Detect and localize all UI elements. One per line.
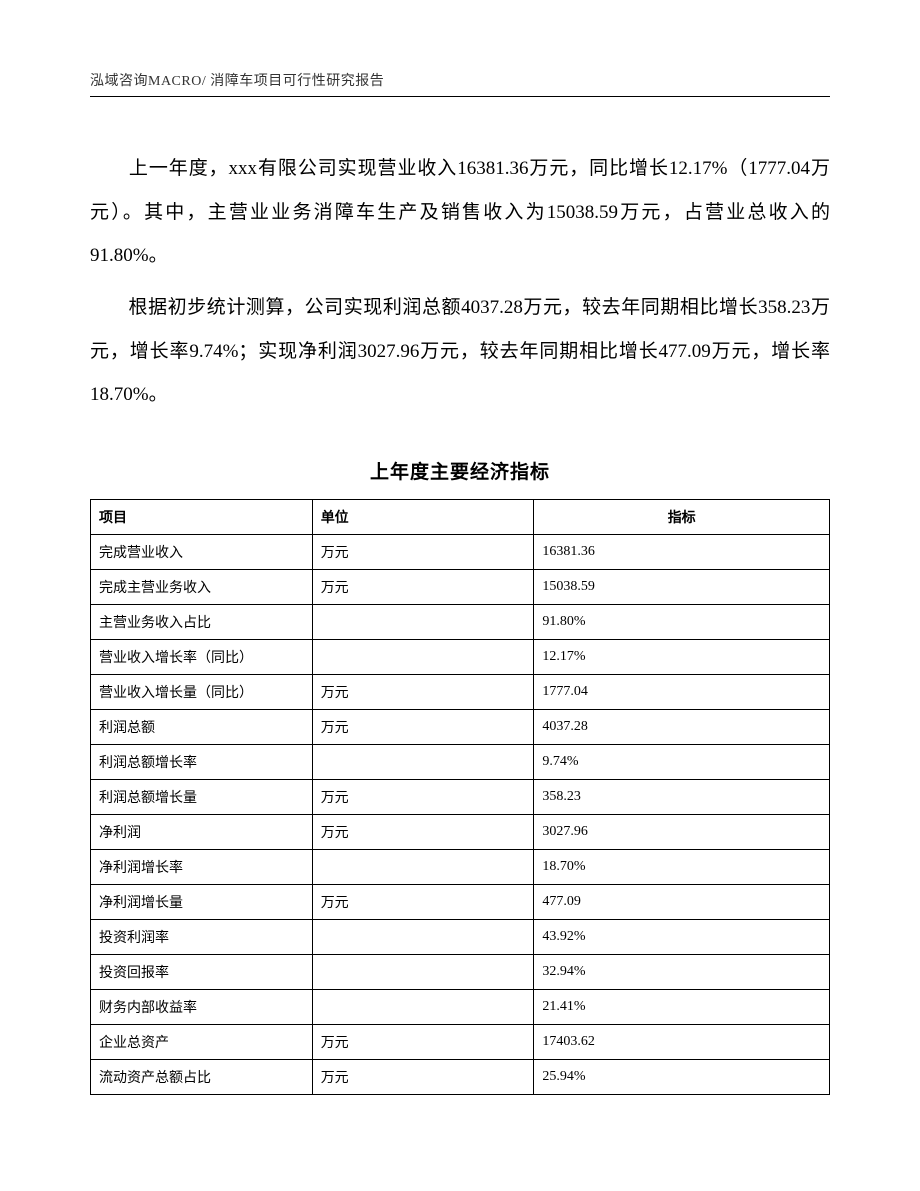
table-row: 营业收入增长率（同比） 12.17% [91, 640, 830, 675]
table-row: 净利润万元3027.96 [91, 815, 830, 850]
table-cell-value: 15038.59 [534, 570, 830, 605]
header-divider [90, 96, 830, 97]
table-cell-item: 净利润 [91, 815, 313, 850]
table-cell-unit: 万元 [312, 535, 534, 570]
table-cell-value: 21.41% [534, 990, 830, 1025]
table-cell-value: 3027.96 [534, 815, 830, 850]
table-cell-unit: 万元 [312, 1025, 534, 1060]
table-cell-unit: 万元 [312, 570, 534, 605]
document-page: 泓域咨询MACRO/ 消障车项目可行性研究报告 上一年度，xxx有限公司实现营业… [0, 0, 920, 1145]
table-cell-unit: 万元 [312, 710, 534, 745]
table-cell-unit: 万元 [312, 885, 534, 920]
paragraph-1-text: 上一年度，xxx有限公司实现营业收入16381.36万元，同比增长12.17%（… [90, 158, 830, 266]
table-row: 净利润增长率 18.70% [91, 850, 830, 885]
table-cell-value: 91.80% [534, 605, 830, 640]
table-cell-value: 32.94% [534, 955, 830, 990]
table-cell-item: 主营业务收入占比 [91, 605, 313, 640]
table-title: 上年度主要经济指标 [90, 457, 830, 484]
table-cell-item: 净利润增长率 [91, 850, 313, 885]
table-cell-item: 完成主营业务收入 [91, 570, 313, 605]
table-cell-unit: 万元 [312, 815, 534, 850]
table-header-row: 项目 单位 指标 [91, 500, 830, 535]
table-header-unit: 单位 [312, 500, 534, 535]
table-cell-item: 投资利润率 [91, 920, 313, 955]
table-row: 投资回报率 32.94% [91, 955, 830, 990]
paragraph-1: 上一年度，xxx有限公司实现营业收入16381.36万元，同比增长12.17%（… [90, 147, 830, 278]
table-cell-unit: 万元 [312, 675, 534, 710]
economic-indicators-table: 项目 单位 指标 完成营业收入万元16381.36完成主营业务收入万元15038… [90, 499, 830, 1095]
table-cell-value: 1777.04 [534, 675, 830, 710]
table-cell-item: 利润总额增长量 [91, 780, 313, 815]
table-cell-unit: 万元 [312, 780, 534, 815]
table-header-item: 项目 [91, 500, 313, 535]
table-cell-value: 4037.28 [534, 710, 830, 745]
table-row: 利润总额增长率 9.74% [91, 745, 830, 780]
table-cell-value: 477.09 [534, 885, 830, 920]
table-row: 利润总额增长量万元358.23 [91, 780, 830, 815]
table-cell-unit [312, 850, 534, 885]
table-cell-unit [312, 605, 534, 640]
table-row: 主营业务收入占比 91.80% [91, 605, 830, 640]
table-cell-unit [312, 920, 534, 955]
table-cell-item: 完成营业收入 [91, 535, 313, 570]
table-row: 净利润增长量万元477.09 [91, 885, 830, 920]
table-cell-item: 营业收入增长率（同比） [91, 640, 313, 675]
table-cell-item: 投资回报率 [91, 955, 313, 990]
table-row: 企业总资产万元17403.62 [91, 1025, 830, 1060]
paragraph-2: 根据初步统计测算，公司实现利润总额4037.28万元，较去年同期相比增长358.… [90, 286, 830, 417]
table-row: 完成营业收入万元16381.36 [91, 535, 830, 570]
table-cell-value: 18.70% [534, 850, 830, 885]
table-cell-value: 17403.62 [534, 1025, 830, 1060]
table-cell-item: 流动资产总额占比 [91, 1060, 313, 1095]
table-cell-item: 企业总资产 [91, 1025, 313, 1060]
table-body: 完成营业收入万元16381.36完成主营业务收入万元15038.59主营业务收入… [91, 535, 830, 1095]
document-header: 泓域咨询MACRO/ 消障车项目可行性研究报告 [90, 70, 830, 90]
table-cell-unit [312, 990, 534, 1025]
table-cell-unit [312, 640, 534, 675]
table-cell-value: 43.92% [534, 920, 830, 955]
table-cell-unit [312, 955, 534, 990]
table-header-value: 指标 [534, 500, 830, 535]
table-cell-unit: 万元 [312, 1060, 534, 1095]
table-cell-value: 358.23 [534, 780, 830, 815]
table-row: 投资利润率 43.92% [91, 920, 830, 955]
table-cell-item: 财务内部收益率 [91, 990, 313, 1025]
table-row: 利润总额万元4037.28 [91, 710, 830, 745]
table-cell-item: 利润总额增长率 [91, 745, 313, 780]
table-cell-value: 9.74% [534, 745, 830, 780]
table-cell-item: 净利润增长量 [91, 885, 313, 920]
table-cell-value: 25.94% [534, 1060, 830, 1095]
paragraph-2-text: 根据初步统计测算，公司实现利润总额4037.28万元，较去年同期相比增长358.… [90, 297, 830, 405]
table-cell-unit [312, 745, 534, 780]
table-row: 财务内部收益率 21.41% [91, 990, 830, 1025]
table-row: 营业收入增长量（同比）万元1777.04 [91, 675, 830, 710]
table-cell-value: 16381.36 [534, 535, 830, 570]
table-row: 完成主营业务收入万元15038.59 [91, 570, 830, 605]
table-cell-value: 12.17% [534, 640, 830, 675]
table-cell-item: 营业收入增长量（同比） [91, 675, 313, 710]
table-row: 流动资产总额占比万元25.94% [91, 1060, 830, 1095]
table-cell-item: 利润总额 [91, 710, 313, 745]
